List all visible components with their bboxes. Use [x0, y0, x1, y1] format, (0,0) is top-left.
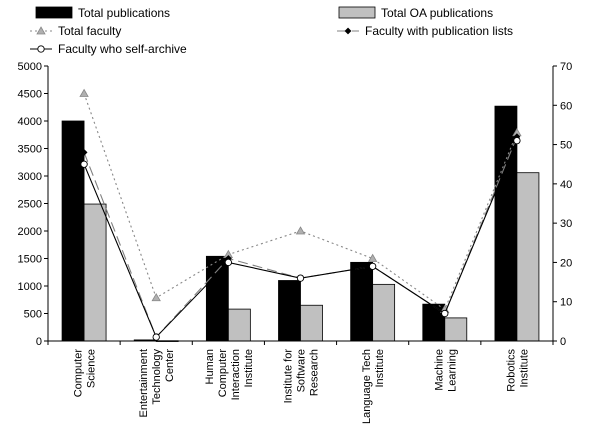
legend-swatch: [338, 6, 376, 19]
legend-swatch: [35, 6, 73, 19]
y-left-tick-label: 0: [36, 336, 42, 348]
x-tick-label: ComputerScience: [73, 349, 98, 398]
legend-label: Faculty with publication lists: [365, 24, 513, 38]
y-left-tick-label: 3500: [18, 144, 42, 156]
x-tick-label: Institute forSoftwareResearch: [283, 349, 321, 404]
y-right-tick-label: 70: [560, 61, 572, 73]
y-right-tick-label: 0: [560, 336, 566, 348]
legend-item: Faculty with publication lists: [337, 24, 513, 38]
y-left-tick-label: 4000: [18, 116, 42, 128]
y-right-tick-label: 20: [560, 257, 572, 269]
data-point: [513, 136, 521, 145]
data-point: [151, 292, 161, 302]
legend-label: Total OA publications: [381, 6, 493, 20]
y-left-tick-label: 1000: [18, 281, 42, 293]
data-point: [295, 226, 306, 235]
legend-item: Total faculty: [30, 24, 121, 38]
data-point: [80, 149, 88, 156]
legend-item: Faculty who self-archive: [30, 42, 187, 56]
bar: [516, 172, 540, 342]
bar: [350, 261, 374, 342]
legend: Total publications Total OA publications T…: [30, 6, 513, 56]
data-point: [224, 258, 233, 267]
y-left-tick-label: 3000: [18, 171, 42, 183]
y-left-tick-label: 2000: [18, 226, 42, 238]
bar: [61, 120, 85, 342]
data-point: [80, 160, 88, 168]
x-tick-label: MachineLearning: [433, 349, 458, 392]
x-tick-label: RoboticsInstitute: [505, 349, 530, 392]
data-point: [344, 27, 352, 35]
lines: [79, 88, 522, 341]
data-point: [79, 88, 89, 97]
bar: [278, 280, 301, 342]
x-tick-label: EntertainmentTechnologyCenter: [138, 349, 176, 418]
data-point: [368, 262, 377, 271]
y-right-tick-label: 40: [560, 179, 572, 191]
data-point: [367, 253, 378, 262]
bar: [227, 308, 251, 342]
y-left-tick-label: 5000: [18, 61, 42, 73]
bar: [372, 283, 396, 342]
y-right-tick-label: 10: [560, 297, 572, 309]
y-left-tick-label: 1500: [18, 254, 42, 266]
bar: [300, 304, 323, 342]
data-point: [37, 45, 45, 53]
legend-label: Total publications: [78, 6, 170, 20]
y-left-tick-label: 2500: [18, 199, 42, 211]
legend-label: Total faculty: [58, 24, 121, 38]
y-right-tick-label: 30: [560, 218, 572, 230]
data-point: [296, 274, 305, 282]
y-left-tick-label: 4500: [18, 89, 42, 101]
bar: [83, 203, 107, 342]
axes: 0500100015002000250030003500400045005000…: [18, 61, 573, 424]
legend-item: Total publications: [35, 6, 170, 20]
bar: [444, 317, 468, 342]
data-point: [441, 309, 449, 318]
y-right-tick-label: 60: [560, 100, 572, 112]
legend-label: Faculty who self-archive: [58, 42, 187, 56]
y-right-tick-label: 50: [560, 140, 572, 152]
legend-item: Total OA publications: [338, 6, 493, 20]
bar: [422, 303, 446, 342]
bar: [205, 255, 229, 342]
y-left-tick-label: 500: [24, 309, 42, 321]
x-tick-label: Language TechInstitute: [361, 349, 386, 424]
data-point: [36, 26, 46, 35]
data-point: [152, 333, 160, 341]
bars: [61, 105, 540, 342]
x-tick-label: HumanComputerInteractionInstitute: [204, 349, 255, 401]
